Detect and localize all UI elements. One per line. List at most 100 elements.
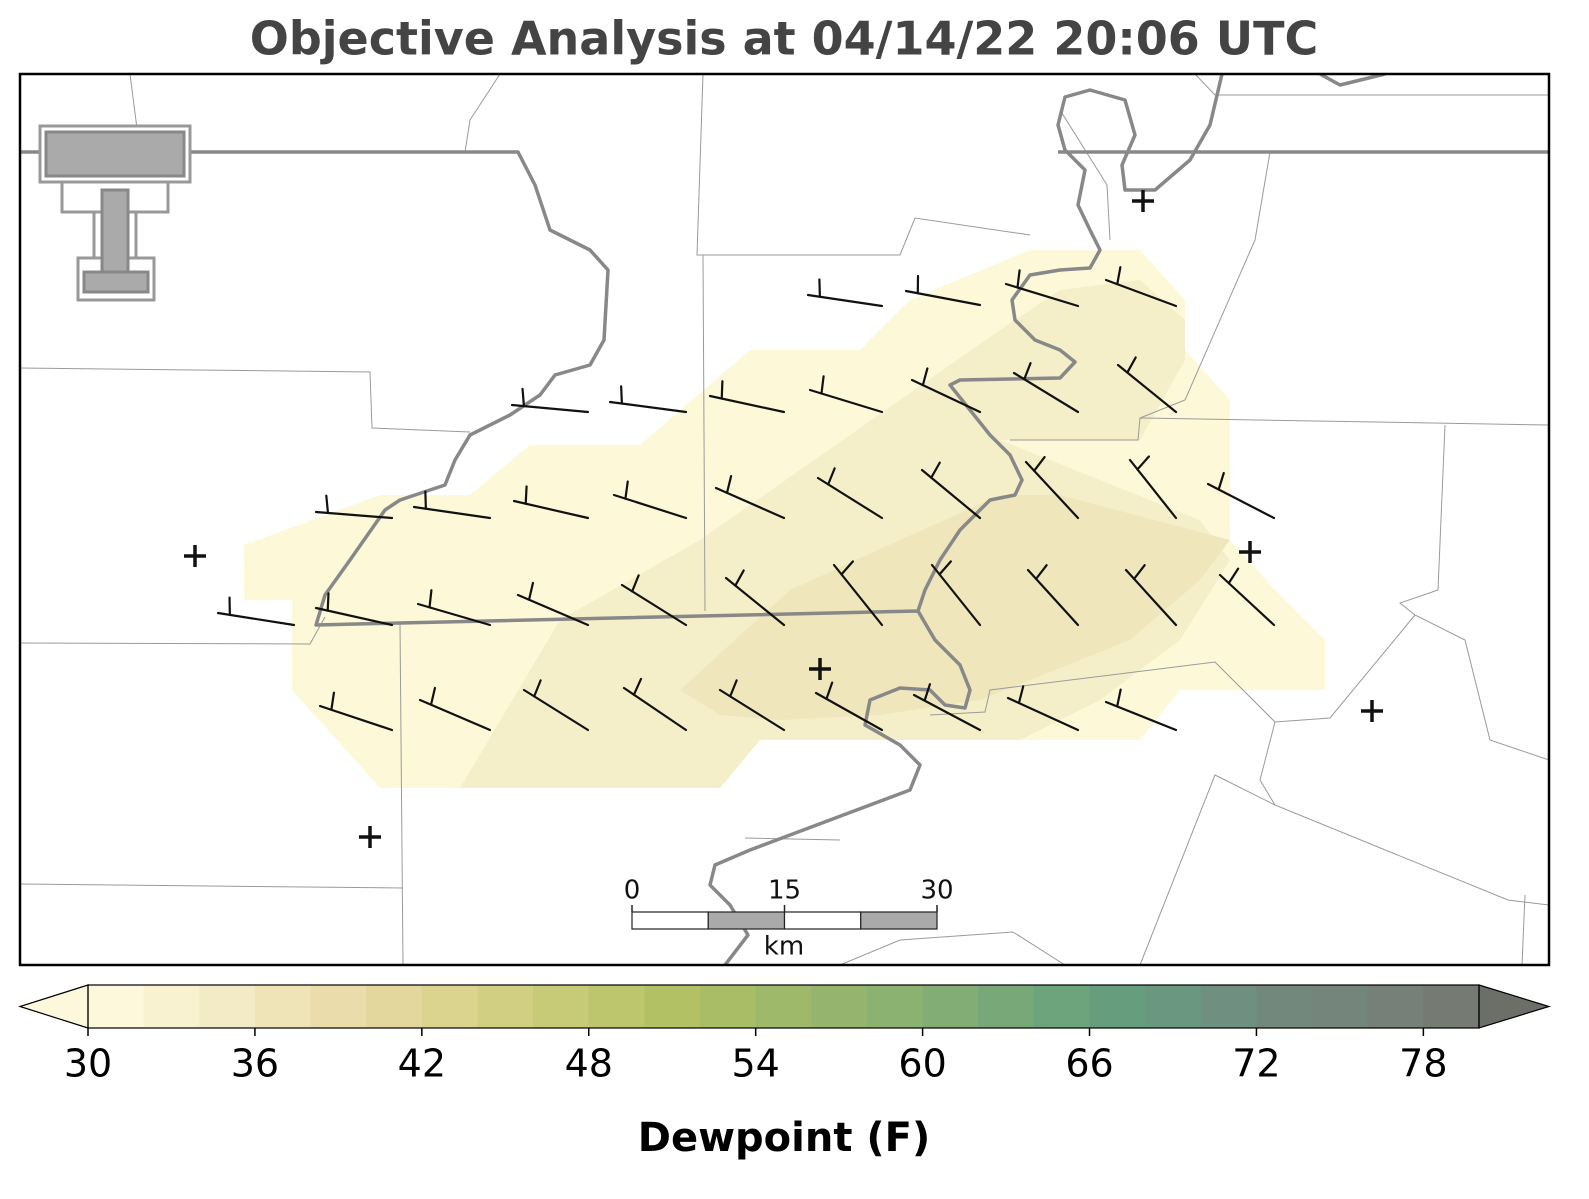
barb-flag [1227, 567, 1240, 585]
barb-flag [325, 494, 330, 515]
colorbar: Dewpoint (F) 30 36 42 48 54 60 66 72 78 [18, 984, 1552, 1161]
scale-segment [783, 911, 862, 930]
barb-flag [840, 560, 854, 576]
colorbar-box [1367, 985, 1424, 1028]
colorbar-extend-high [1478, 984, 1552, 1029]
colorbar-box [477, 985, 534, 1028]
boundary [20, 74, 1549, 965]
barb-flag [424, 490, 427, 510]
barb-flag [827, 467, 836, 486]
barb-flag [1033, 455, 1046, 472]
colorbar-label: Dewpoint (F) [638, 1115, 931, 1161]
colorbar-tick-label: 72 [1232, 1042, 1280, 1086]
scale-segment [860, 911, 938, 930]
colorbar-box [644, 985, 701, 1028]
barb-flag [734, 569, 745, 587]
map [20, 74, 1549, 965]
colorbar-box [1033, 985, 1091, 1028]
barb-flag [326, 592, 330, 612]
station-plus [809, 658, 831, 680]
scale-tick-label: 0 [624, 876, 641, 906]
scale-bar: km 0 15 30 [624, 876, 954, 962]
barb-flag [524, 485, 528, 505]
barb-flag [631, 574, 640, 593]
colorbar-box [1312, 985, 1369, 1028]
station-plus [1239, 541, 1261, 563]
barb-flag [1116, 266, 1122, 286]
colorbar-tick-label: 60 [898, 1042, 946, 1086]
barb-flag [930, 461, 941, 479]
colorbar-box [755, 985, 812, 1028]
barb-flag [923, 683, 932, 702]
barb-flag [527, 581, 535, 601]
station-plus [359, 826, 381, 848]
map-frame [18, 72, 1551, 967]
barb-flag [729, 679, 738, 698]
colorbar-box [366, 985, 423, 1028]
logo [38, 124, 192, 302]
colorbar-box [310, 985, 367, 1028]
colorbar-box [1423, 985, 1480, 1028]
colorbar-box [922, 985, 979, 1028]
barb-flag [1217, 471, 1225, 491]
scale-tick-label: 30 [920, 876, 953, 906]
scale-segment [631, 911, 709, 930]
barb-flag [1136, 455, 1151, 471]
colorbar-box [199, 985, 256, 1028]
barb-flag [1017, 685, 1025, 705]
station-plus [1361, 700, 1383, 722]
scale-segment [707, 911, 786, 930]
dewpoint-shading [680, 495, 1230, 720]
colorbar-box [1089, 985, 1146, 1028]
barb-flag [428, 589, 433, 609]
barb-flag [624, 480, 629, 500]
county-lines [20, 74, 1549, 965]
barb-flag [1126, 356, 1137, 374]
barb-flag [921, 367, 929, 387]
colorbar-box [1256, 985, 1313, 1028]
colorbar-box [254, 985, 312, 1028]
barb-flag [632, 677, 643, 696]
colorbar-box [866, 985, 924, 1028]
colorbar-tick-label: 54 [732, 1042, 780, 1086]
colorbar-tick-label: 36 [231, 1042, 279, 1086]
colorbar-box [1145, 985, 1202, 1028]
barb-flag [1116, 688, 1122, 708]
colorbar-tick-label: 66 [1065, 1042, 1113, 1086]
colorbar-box [1200, 985, 1257, 1028]
scale-unit: km [764, 932, 804, 962]
colorbar-tick-label: 48 [565, 1042, 613, 1086]
colorbar-box [700, 985, 757, 1028]
colorbar-outline [87, 984, 1480, 1029]
colorbar-box [88, 985, 145, 1028]
barb-flag [820, 375, 825, 395]
colorbar-box [978, 985, 1035, 1028]
colorbar-box [421, 985, 478, 1028]
barb-flag [938, 560, 952, 576]
station-plus [184, 545, 206, 567]
colorbar-tick-label: 42 [398, 1042, 446, 1086]
colorbar-extend-low [18, 984, 89, 1029]
colorbar-tick-label: 78 [1399, 1042, 1447, 1086]
barb-flag [1016, 269, 1021, 289]
colorbar-box [143, 985, 200, 1028]
barb-flag [620, 385, 623, 405]
barb-flag [720, 380, 724, 400]
colorbar-box [533, 985, 590, 1028]
colorbar-box [811, 985, 868, 1028]
title: Objective Analysis at 04/14/22 20:06 UTC [250, 12, 1319, 66]
barb-flag [521, 387, 526, 408]
station-markers [184, 190, 1383, 848]
barb-flag [1034, 564, 1048, 580]
colorbar-tick-label: 30 [64, 1042, 112, 1086]
station-plus [1132, 190, 1154, 212]
barb-flag [429, 686, 437, 706]
barb-flag [825, 681, 834, 700]
colorbar-box [588, 985, 645, 1028]
barb-flag [1132, 564, 1146, 580]
barb-flag [533, 679, 542, 698]
barb-flag [725, 474, 733, 494]
barb-flag [1023, 362, 1032, 381]
